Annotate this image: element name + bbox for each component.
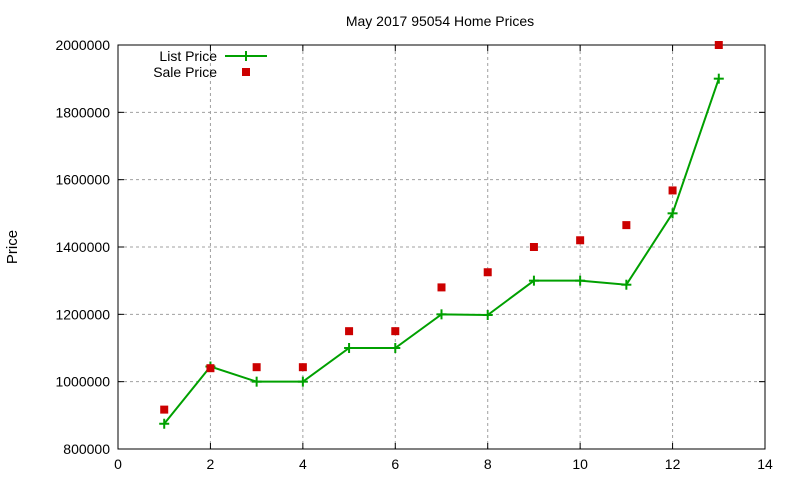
y-tick-label: 2000000 — [55, 37, 110, 53]
series-list-price — [159, 73, 724, 429]
square-marker — [252, 363, 261, 372]
square-marker — [206, 364, 215, 373]
square-marker — [437, 283, 446, 292]
legend-label: List Price — [159, 48, 217, 64]
square-marker — [242, 68, 250, 76]
series-line — [163, 78, 720, 425]
x-tick-label: 8 — [484, 456, 492, 472]
y-tick-label: 1600000 — [55, 172, 110, 188]
y-tick-label: 1000000 — [55, 374, 110, 390]
square-marker — [298, 363, 307, 372]
square-marker — [714, 41, 723, 49]
square-marker — [668, 186, 677, 195]
series-sale-price — [160, 41, 723, 414]
square-marker — [160, 405, 169, 414]
legend-label: Sale Price — [153, 64, 217, 80]
y-tick-label: 800000 — [63, 441, 110, 457]
x-tick-label: 10 — [572, 456, 588, 472]
plot-series — [159, 41, 724, 429]
square-marker — [345, 327, 354, 336]
square-marker — [391, 327, 400, 336]
axes: 0 2 4 6 8 10 12 14 800000 1000000 1200000 1400000 16… — [55, 37, 773, 472]
square-marker — [529, 243, 538, 251]
square-marker — [622, 221, 631, 230]
x-tick-label: 6 — [391, 456, 399, 472]
x-tick-label: 12 — [665, 456, 681, 472]
x-tick-label: 4 — [299, 456, 307, 472]
y-tick-label: 1800000 — [55, 104, 110, 120]
x-tick-label: 14 — [757, 456, 773, 472]
x-tick-label: 2 — [207, 456, 215, 472]
square-marker — [576, 236, 585, 245]
square-marker — [483, 268, 492, 277]
y-tick-label: 1200000 — [55, 306, 110, 322]
y-axis-label: Price — [4, 230, 21, 264]
chart-title: May 2017 95054 Home Prices — [346, 13, 534, 29]
y-tick-label: 1400000 — [55, 239, 110, 255]
grid-lines — [118, 45, 765, 449]
x-tick-label: 0 — [114, 456, 122, 472]
